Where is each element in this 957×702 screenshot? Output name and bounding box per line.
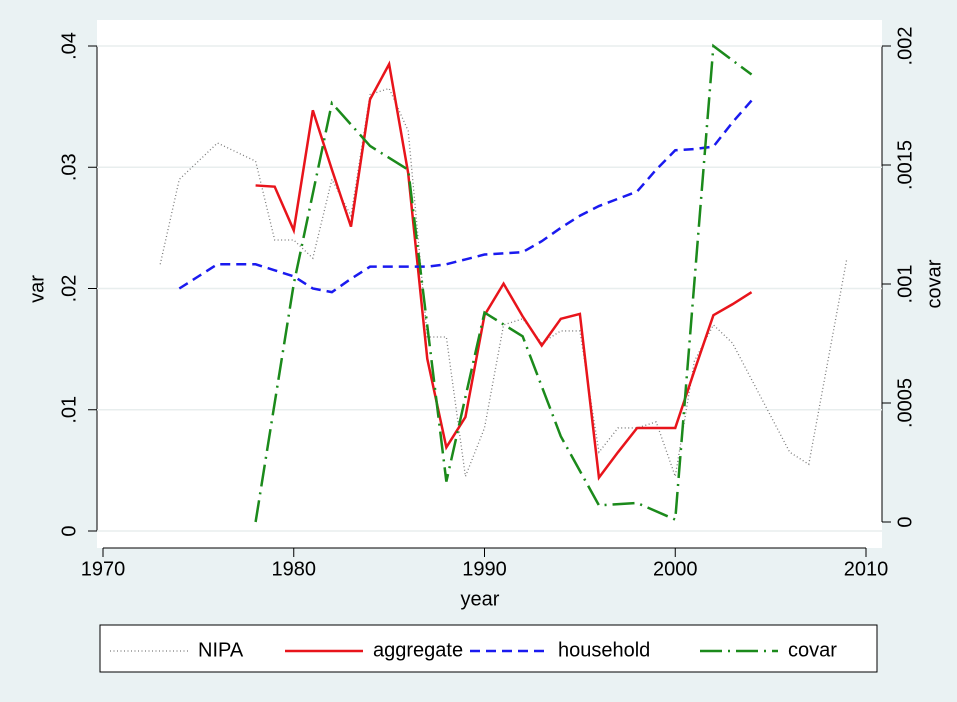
- y2-tick-label: .0015: [894, 140, 916, 190]
- y-tick-label: .01: [58, 396, 80, 424]
- x-tick-label: 1970: [81, 558, 126, 580]
- y-tick-label: 0: [58, 525, 80, 536]
- y-tick-label: .03: [58, 153, 80, 181]
- legend-label: household: [558, 639, 650, 661]
- legend-label: aggregate: [373, 639, 463, 661]
- series-line: [178, 99, 753, 294]
- legend-label: covar: [788, 639, 837, 661]
- x-tick-label: 1990: [462, 558, 507, 580]
- plot-area: [97, 20, 882, 548]
- x-tick-label: 1980: [272, 558, 317, 580]
- y2-tick-label: .002: [894, 27, 916, 66]
- y-tick-label: .04: [58, 32, 80, 60]
- y2-tick-label: .001: [894, 265, 916, 304]
- x-tick-label: 2000: [653, 558, 698, 580]
- y-tick-label: .02: [58, 275, 80, 303]
- x-tick-label: 2010: [844, 558, 889, 580]
- series-line: [254, 43, 753, 523]
- y2-tick-label: .0005: [894, 378, 916, 428]
- series-line: [255, 60, 753, 481]
- y-axis-title: var: [26, 275, 48, 303]
- y2-tick-label: 0: [894, 516, 916, 527]
- x-axis-title: year: [461, 588, 500, 610]
- legend-label: NIPA: [198, 639, 244, 661]
- y2-axis-title: covar: [923, 259, 945, 308]
- legend-box: [99, 624, 878, 673]
